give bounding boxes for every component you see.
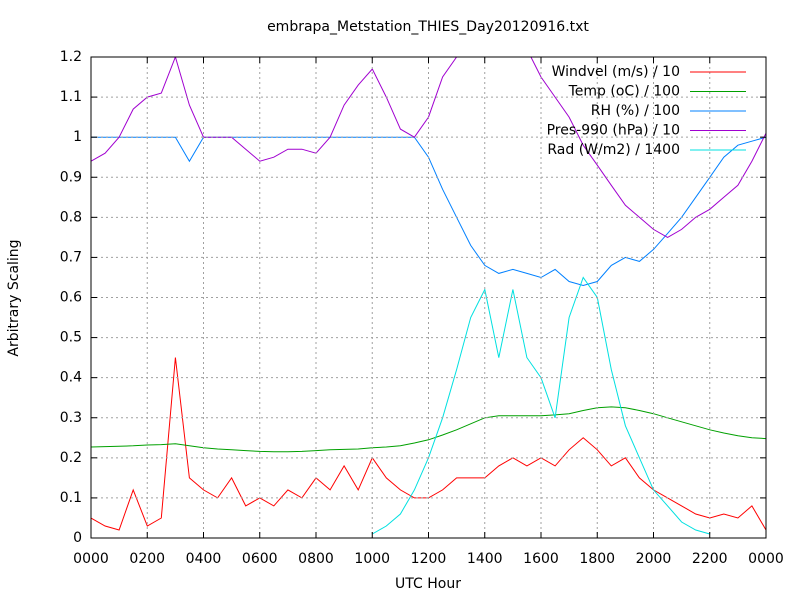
x-tick-label: 0000 <box>73 551 109 567</box>
x-tick-label: 1400 <box>467 551 503 567</box>
x-tick-label: 0800 <box>298 551 334 567</box>
x-tick-label: 0600 <box>242 551 278 567</box>
x-tick-label: 1800 <box>579 551 615 567</box>
y-tick-label: 1.1 <box>60 89 82 105</box>
x-tick-label: 1000 <box>354 551 390 567</box>
x-tick-label: 0000 <box>748 551 784 567</box>
y-axis-label: Arbitrary Scaling <box>6 239 22 356</box>
chart-title: embrapa_Metstation_THIES_Day20120916.txt <box>267 19 589 35</box>
legend-label: Windvel (m/s) / 10 <box>552 64 680 80</box>
x-tick-label: 0400 <box>186 551 222 567</box>
y-tick-label: 0.2 <box>60 450 82 466</box>
x-tick-label: 1600 <box>523 551 559 567</box>
legend-label: Rad (W/m2) / 1400 <box>547 142 680 158</box>
x-tick-label: 1200 <box>411 551 447 567</box>
y-tick-label: 1 <box>73 129 82 145</box>
x-tick-label: 2000 <box>636 551 672 567</box>
y-tick-label: 0.4 <box>60 370 82 386</box>
y-tick-label: 0.1 <box>60 490 82 506</box>
y-tick-label: 0.8 <box>60 209 82 225</box>
y-tick-label: 1.2 <box>60 49 82 65</box>
y-tick-label: 0.6 <box>60 290 82 306</box>
y-tick-label: 0.7 <box>60 249 82 265</box>
legend-label: Pres-990 (hPa) / 10 <box>547 123 680 139</box>
y-tick-label: 0 <box>73 530 82 546</box>
y-tick-label: 0.9 <box>60 169 82 185</box>
y-tick-label: 0.5 <box>60 330 82 346</box>
plot-frame <box>90 56 767 539</box>
data-line <box>372 276 710 535</box>
x-tick-label: 2200 <box>692 551 728 567</box>
x-tick-label: 0200 <box>129 551 165 567</box>
y-tick-label: 0.3 <box>60 410 82 426</box>
legend-label: Temp (oC) / 100 <box>568 84 680 100</box>
x-axis-label: UTC Hour <box>395 576 461 592</box>
legend-label: RH (%) / 100 <box>591 103 680 119</box>
